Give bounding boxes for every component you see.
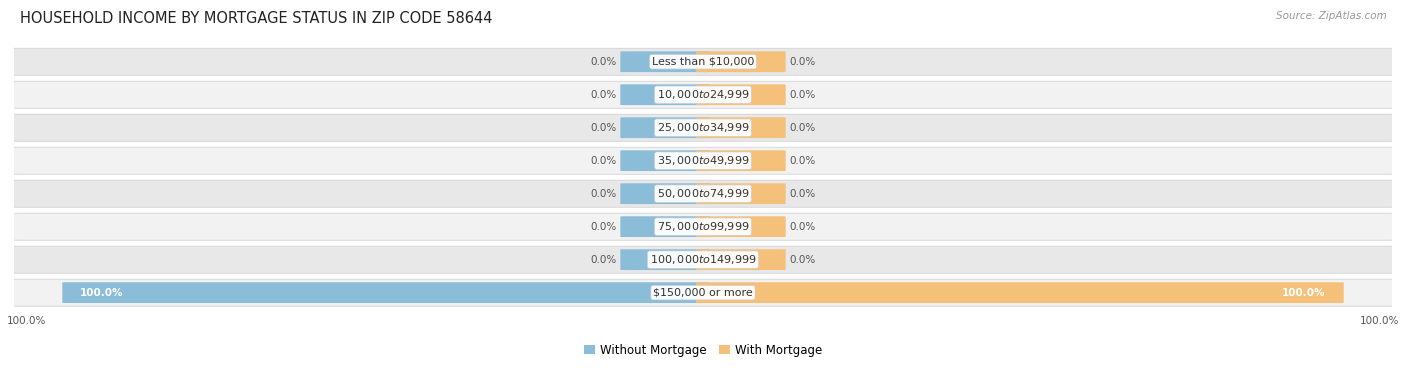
FancyBboxPatch shape	[620, 117, 710, 138]
FancyBboxPatch shape	[620, 84, 710, 105]
Legend: Without Mortgage, With Mortgage: Without Mortgage, With Mortgage	[579, 339, 827, 361]
Text: 100.0%: 100.0%	[1282, 288, 1326, 298]
Text: 100.0%: 100.0%	[1360, 316, 1399, 326]
FancyBboxPatch shape	[620, 150, 710, 171]
Text: 0.0%: 0.0%	[790, 254, 815, 265]
FancyBboxPatch shape	[696, 282, 1344, 303]
Text: 0.0%: 0.0%	[591, 222, 616, 232]
Text: $75,000 to $99,999: $75,000 to $99,999	[657, 220, 749, 233]
Text: 0.0%: 0.0%	[591, 188, 616, 199]
FancyBboxPatch shape	[0, 279, 1406, 306]
Text: 0.0%: 0.0%	[790, 57, 815, 67]
Text: Less than $10,000: Less than $10,000	[652, 57, 754, 67]
FancyBboxPatch shape	[0, 81, 1406, 108]
Text: 0.0%: 0.0%	[591, 90, 616, 100]
Text: $25,000 to $34,999: $25,000 to $34,999	[657, 121, 749, 134]
Text: $10,000 to $24,999: $10,000 to $24,999	[657, 88, 749, 101]
FancyBboxPatch shape	[0, 246, 1406, 273]
Text: 100.0%: 100.0%	[7, 316, 46, 326]
FancyBboxPatch shape	[696, 183, 786, 204]
Text: 0.0%: 0.0%	[790, 188, 815, 199]
Text: 0.0%: 0.0%	[790, 156, 815, 166]
FancyBboxPatch shape	[620, 51, 710, 72]
FancyBboxPatch shape	[0, 48, 1406, 75]
Text: Source: ZipAtlas.com: Source: ZipAtlas.com	[1275, 11, 1386, 21]
Text: 0.0%: 0.0%	[591, 123, 616, 133]
FancyBboxPatch shape	[0, 180, 1406, 207]
FancyBboxPatch shape	[0, 114, 1406, 141]
FancyBboxPatch shape	[0, 147, 1406, 174]
FancyBboxPatch shape	[696, 117, 786, 138]
Text: 0.0%: 0.0%	[790, 222, 815, 232]
Text: $35,000 to $49,999: $35,000 to $49,999	[657, 154, 749, 167]
FancyBboxPatch shape	[620, 183, 710, 204]
FancyBboxPatch shape	[696, 216, 786, 237]
Text: 0.0%: 0.0%	[591, 57, 616, 67]
Text: 0.0%: 0.0%	[591, 254, 616, 265]
FancyBboxPatch shape	[620, 249, 710, 270]
FancyBboxPatch shape	[696, 51, 786, 72]
Text: $150,000 or more: $150,000 or more	[654, 288, 752, 298]
Text: 0.0%: 0.0%	[591, 156, 616, 166]
FancyBboxPatch shape	[696, 84, 786, 105]
Text: 0.0%: 0.0%	[790, 90, 815, 100]
FancyBboxPatch shape	[62, 282, 710, 303]
Text: $50,000 to $74,999: $50,000 to $74,999	[657, 187, 749, 200]
Text: $100,000 to $149,999: $100,000 to $149,999	[650, 253, 756, 266]
FancyBboxPatch shape	[620, 216, 710, 237]
FancyBboxPatch shape	[696, 249, 786, 270]
Text: 0.0%: 0.0%	[790, 123, 815, 133]
Text: 100.0%: 100.0%	[80, 288, 124, 298]
FancyBboxPatch shape	[0, 213, 1406, 240]
Text: HOUSEHOLD INCOME BY MORTGAGE STATUS IN ZIP CODE 58644: HOUSEHOLD INCOME BY MORTGAGE STATUS IN Z…	[20, 11, 492, 26]
FancyBboxPatch shape	[696, 150, 786, 171]
